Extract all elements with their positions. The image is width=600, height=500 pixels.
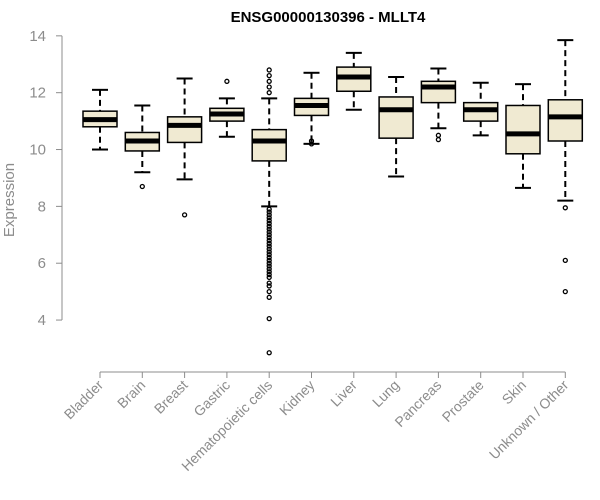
outlier-point — [308, 141, 315, 147]
outlier-point — [266, 209, 272, 215]
outlier-point — [181, 212, 188, 218]
outlier-point — [266, 72, 272, 79]
x-tick-label: Prostate — [439, 377, 487, 425]
outlier-point — [266, 226, 272, 232]
outlier-point — [266, 237, 272, 244]
outlier-point — [266, 78, 272, 84]
outlier-point — [266, 283, 272, 289]
outlier-point — [266, 234, 272, 241]
outlier-point — [308, 138, 315, 144]
outlier-point — [266, 315, 272, 322]
x-tick-label: Kidney — [276, 377, 318, 419]
outlier-point — [266, 294, 272, 300]
outlier-point — [266, 212, 272, 218]
outlier-point — [266, 229, 272, 235]
box-unknown-other — [547, 39, 584, 295]
outlier-point — [266, 246, 272, 252]
y-axis-label: Expression — [1, 163, 18, 237]
outlier-point — [266, 260, 272, 266]
axes: 4 6 8 10 12 14 — [29, 28, 566, 373]
outlier-point — [266, 257, 272, 264]
outlier-point — [562, 288, 568, 295]
x-tick-label: Unknown / Other — [486, 377, 572, 463]
box-gastric — [209, 78, 245, 138]
outlier-point — [266, 243, 272, 249]
outlier-point — [266, 215, 272, 221]
y-tick-label: 12 — [29, 85, 46, 102]
outlier-point — [266, 84, 272, 90]
box-hematopoietic-cells — [251, 67, 287, 356]
x-tick-label: Pancreas — [391, 377, 444, 430]
x-tick-label: Brain — [114, 377, 148, 411]
outlier-point — [266, 232, 272, 238]
outlier-point — [266, 223, 272, 229]
y-tick-label: 8 — [38, 198, 46, 215]
outlier-point — [266, 252, 272, 258]
y-tick-label: 6 — [38, 255, 46, 272]
outlier-point — [266, 217, 272, 224]
box-skin — [505, 83, 541, 189]
outlier-point — [435, 132, 442, 138]
outlier-point — [266, 269, 272, 275]
outlier-point — [562, 205, 568, 211]
x-tick-label: Bladder — [61, 377, 107, 423]
boxes — [82, 39, 584, 356]
y-tick-label: 14 — [29, 28, 46, 45]
iqr-box — [547, 99, 584, 142]
box-lung — [378, 76, 414, 178]
chart-title: ENSG00000130396 - MLLT4 — [231, 9, 426, 26]
outlier-point — [139, 183, 145, 190]
outlier-point — [266, 249, 272, 255]
y-tick-label: 4 — [38, 312, 46, 329]
outlier-point — [266, 271, 272, 278]
outlier-point — [266, 254, 272, 261]
outlier-point — [266, 266, 272, 272]
box-liver — [336, 51, 372, 111]
box-prostate — [462, 81, 499, 137]
outlier-point — [266, 350, 272, 356]
box-pancreas — [420, 67, 457, 143]
outlier-point — [562, 257, 568, 264]
box-kidney — [293, 71, 330, 147]
outlier-point — [266, 288, 272, 295]
outlier-point — [435, 136, 442, 143]
x-tick-label: Liver — [327, 377, 360, 410]
outlier-point — [266, 274, 272, 281]
x-tick-label: Skin — [499, 377, 530, 408]
outlier-point — [224, 78, 230, 84]
iqr-box — [378, 96, 414, 139]
outlier-point — [266, 280, 272, 286]
iqr-box — [251, 128, 287, 162]
iqr-box — [166, 116, 203, 144]
box-bladder — [82, 88, 118, 151]
outlier-point — [266, 263, 272, 269]
iqr-box — [505, 104, 541, 155]
x-tick-label: Lung — [369, 377, 402, 410]
outlier-point — [266, 206, 272, 212]
y-tick-label: 10 — [29, 142, 46, 159]
outlier-point — [266, 240, 272, 246]
box-breast — [166, 77, 203, 218]
outlier-point — [266, 90, 272, 96]
outlier-point — [266, 220, 272, 227]
outlier-point — [266, 67, 272, 73]
box-brain — [124, 104, 161, 190]
x-tick-label: Breast — [151, 377, 191, 417]
